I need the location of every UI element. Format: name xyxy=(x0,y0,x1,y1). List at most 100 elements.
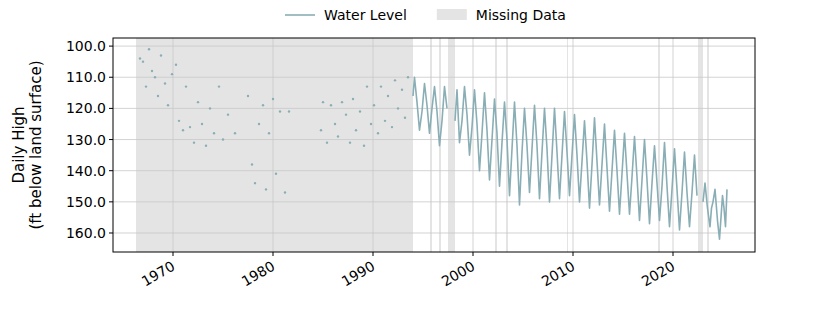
x-tick-label: 2000 xyxy=(439,258,478,290)
water-level-point xyxy=(401,89,403,91)
y-tick-label: 140.0 xyxy=(66,163,106,179)
water-level-point xyxy=(373,104,375,106)
water-level-point xyxy=(404,117,406,119)
water-level-point xyxy=(251,163,253,165)
x-tick-label: 1990 xyxy=(339,258,378,290)
water-level-point xyxy=(377,132,379,134)
missing-span xyxy=(698,38,703,252)
y-axis-label-line: (ft below land surface) xyxy=(27,60,45,229)
water-level-point xyxy=(391,126,393,128)
y-tick-label: 150.0 xyxy=(66,194,106,210)
water-level-point xyxy=(370,123,372,125)
y-tick xyxy=(109,77,113,78)
water-level-point xyxy=(164,82,166,84)
y-tick xyxy=(109,232,113,233)
water-level-point xyxy=(320,129,322,131)
x-tick-label: 1970 xyxy=(139,258,178,290)
missing-span xyxy=(136,38,413,252)
plot-area xyxy=(113,38,755,252)
y-tick-label: 160.0 xyxy=(66,225,106,241)
water-level-point xyxy=(160,54,162,56)
water-level-point xyxy=(272,98,274,100)
water-level-point xyxy=(218,85,220,87)
water-level-point xyxy=(262,104,264,106)
water-level-point xyxy=(265,188,267,190)
water-level-point xyxy=(193,141,195,143)
water-level-point xyxy=(384,120,386,122)
water-level-point xyxy=(167,104,169,106)
y-tick-label: 130.0 xyxy=(66,132,106,148)
water-level-point xyxy=(387,95,389,97)
x-tick xyxy=(273,252,274,256)
water-level-point xyxy=(407,76,409,78)
water-level-point xyxy=(284,191,286,193)
grid-line xyxy=(113,46,755,47)
water-level-point xyxy=(355,129,357,131)
water-level-point xyxy=(275,173,277,175)
water-level-point xyxy=(380,85,382,87)
grid-line xyxy=(673,38,674,252)
water-level-point xyxy=(363,145,365,147)
x-tick xyxy=(373,252,374,256)
water-level-point xyxy=(330,104,332,106)
water-level-point xyxy=(157,95,159,97)
water-level-point xyxy=(178,120,180,122)
x-tick-label: 2020 xyxy=(639,258,678,290)
plot-frame xyxy=(113,38,755,252)
water-level-point xyxy=(247,95,249,97)
legend-label: Water Level xyxy=(324,7,407,23)
water-level-point xyxy=(142,60,144,62)
y-axis-label: Daily High(ft below land surface) xyxy=(10,60,45,229)
water-level-point xyxy=(326,141,328,143)
water-level-point xyxy=(222,138,224,140)
water-level-point xyxy=(345,113,347,115)
water-level-point xyxy=(234,132,236,134)
water-level-point xyxy=(341,101,343,103)
missing-span xyxy=(430,38,432,252)
water-level-point xyxy=(268,132,270,134)
missing-span xyxy=(495,38,497,252)
water-level-point xyxy=(189,126,191,128)
legend: Water Level Missing Data xyxy=(285,7,566,23)
legend-swatch xyxy=(285,14,315,16)
y-tick-label: 110.0 xyxy=(66,69,106,85)
x-tick-label: 1980 xyxy=(239,258,278,290)
water-level-point xyxy=(349,141,351,143)
water-level-point xyxy=(258,123,260,125)
water-level-point xyxy=(185,85,187,87)
grid-line xyxy=(173,38,174,252)
grid-line xyxy=(473,38,474,252)
y-tick xyxy=(109,108,113,109)
water-level-point xyxy=(148,48,150,50)
x-tick-label: 2010 xyxy=(539,258,578,290)
water-level-line xyxy=(703,183,727,239)
water-level-point xyxy=(394,79,396,81)
y-tick xyxy=(109,170,113,171)
water-level-point xyxy=(397,107,399,109)
grid-line xyxy=(113,170,755,171)
water-level-point xyxy=(279,110,281,112)
x-tick xyxy=(673,252,674,256)
water-level-point xyxy=(209,107,211,109)
chart: 100.0110.0120.0130.0140.0150.0160.019701… xyxy=(0,0,840,315)
grid-line xyxy=(373,38,374,252)
water-level-point xyxy=(334,123,336,125)
y-tick xyxy=(109,46,113,47)
water-level-point xyxy=(145,85,147,87)
grid-line xyxy=(273,38,274,252)
water-level-point xyxy=(366,85,368,87)
x-tick xyxy=(573,252,574,256)
grid-line xyxy=(113,108,755,109)
grid-line xyxy=(113,232,755,233)
water-level-line xyxy=(413,77,447,146)
y-tick xyxy=(109,139,113,140)
water-level-point xyxy=(175,64,177,66)
missing-span xyxy=(448,38,455,252)
water-level-point xyxy=(205,145,207,147)
water-level-point xyxy=(322,101,324,103)
y-axis-label-line: Daily High xyxy=(10,106,28,183)
legend-label: Missing Data xyxy=(476,7,566,23)
water-level-point xyxy=(182,129,184,131)
water-level-point xyxy=(139,57,141,59)
water-level-point xyxy=(213,132,215,134)
